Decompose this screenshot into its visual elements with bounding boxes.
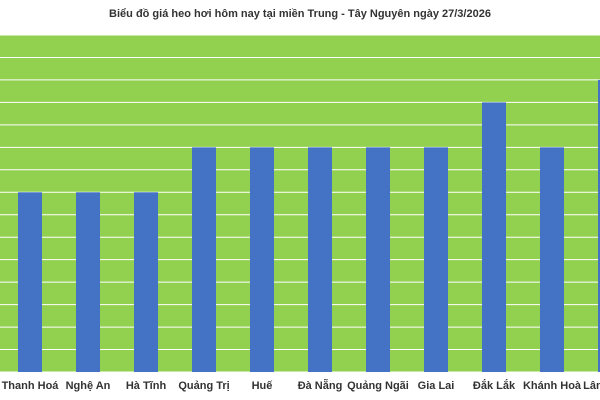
bar xyxy=(18,192,42,372)
x-tick-label: Đà Nẵng xyxy=(298,379,343,392)
x-tick-label: Gia Lai xyxy=(418,380,455,392)
bar xyxy=(598,79,600,372)
chart-title: Biểu đồ giá heo hơi hôm nay tại miền Tru… xyxy=(109,8,491,20)
x-tick-label: Quảng Trị xyxy=(178,380,229,392)
bar xyxy=(76,192,100,372)
x-tick-label: Lâm Đồng xyxy=(583,380,600,392)
x-tick-label: Quảng Ngãi xyxy=(347,380,409,392)
bar xyxy=(482,102,506,373)
x-tick-label: Đắk Lắk xyxy=(473,379,516,392)
x-tick-label: Hà Tĩnh xyxy=(126,380,167,392)
bar xyxy=(250,147,274,372)
bar xyxy=(308,147,332,372)
bar xyxy=(540,147,564,372)
bar xyxy=(424,147,448,372)
x-tick-label: Huế xyxy=(252,380,274,392)
x-tick-label: Khánh Hoà xyxy=(523,380,582,392)
bar xyxy=(366,147,390,372)
bar xyxy=(192,147,216,372)
x-tick-label: Thanh Hoá xyxy=(2,380,60,392)
x-tick-label: Nghệ An xyxy=(66,380,111,392)
bar xyxy=(134,192,158,372)
